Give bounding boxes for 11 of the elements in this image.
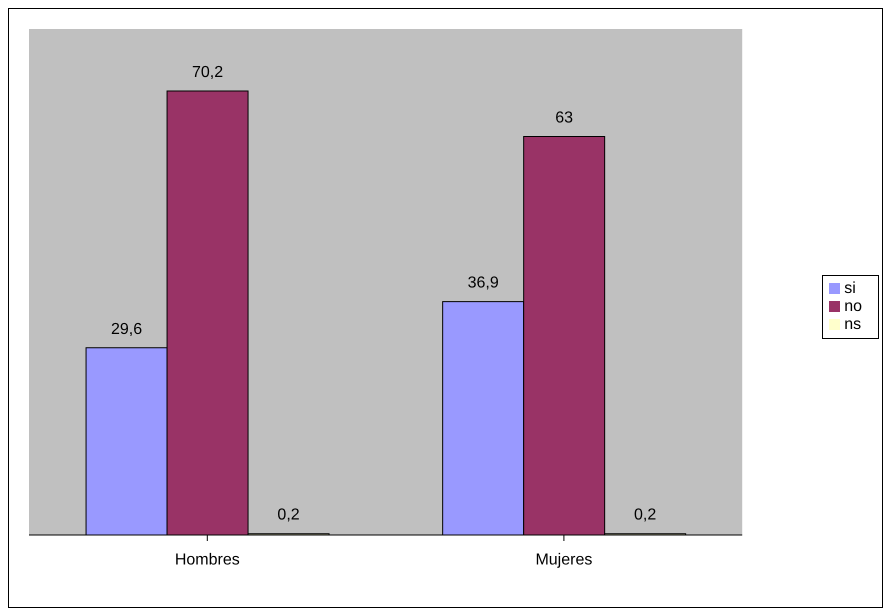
data-label: 36,9 [468, 274, 499, 292]
data-label: 29,6 [110, 320, 142, 338]
data-label: 70,2 [192, 64, 224, 81]
data-label: 0,2 [277, 506, 300, 524]
data-label: 63 [555, 110, 574, 127]
x-tick-label: Hombres [174, 551, 240, 568]
x-tick-label: Mujeres [535, 551, 592, 568]
legend-label: ns [844, 316, 862, 333]
legend-label: no [844, 298, 862, 315]
legend-label: si [844, 280, 856, 297]
data-label: 0,2 [634, 506, 656, 524]
